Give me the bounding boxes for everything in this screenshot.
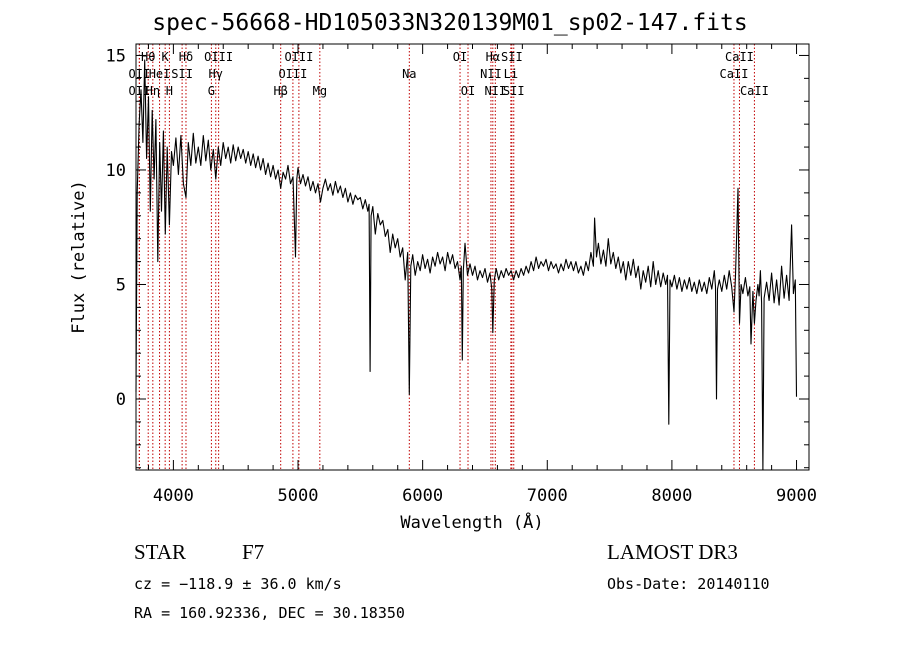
- line-marker-label: Hη: [146, 84, 160, 98]
- line-marker-label: NII: [484, 84, 506, 98]
- line-marker-label: OIII: [278, 67, 307, 81]
- x-tick-label: 5000: [278, 486, 319, 506]
- x-tick-label: 4000: [153, 486, 194, 506]
- line-marker-label: OII: [129, 67, 151, 81]
- line-marker-label: SII: [503, 84, 525, 98]
- y-tick-label: 15: [106, 46, 126, 66]
- line-marker-label: OIII: [204, 50, 233, 64]
- axis-ticks: [136, 44, 809, 470]
- line-marker-label: K: [162, 50, 170, 64]
- x-axis-label: Wavelength (Å): [400, 511, 543, 533]
- line-marker-label: Mg: [313, 84, 327, 98]
- line-marker-label: CaII: [720, 67, 749, 81]
- line-marker-label: OIII: [284, 50, 313, 64]
- line-marker-label: CaII: [740, 84, 769, 98]
- line-marker-label: Hδ: [179, 50, 193, 64]
- y-tick-label: 5: [116, 275, 126, 295]
- x-tick-label: 9000: [776, 486, 817, 506]
- line-marker-label: NII: [480, 67, 502, 81]
- line-marker-label: Hα: [486, 50, 500, 64]
- spectral-line-markers: [138, 44, 755, 470]
- line-marker-label: G: [208, 84, 215, 98]
- line-marker-label: Na: [402, 67, 416, 81]
- line-marker-label: SII: [171, 67, 193, 81]
- line-marker-label: CaII: [725, 50, 754, 64]
- line-marker-label: Hβ: [273, 84, 287, 98]
- spectral-subclass: F7: [242, 540, 265, 564]
- line-marker-label: SII: [501, 50, 523, 64]
- survey-name: LAMOST DR3: [607, 540, 738, 564]
- x-tick-label: 6000: [402, 486, 443, 506]
- y-tick-label: 10: [106, 161, 126, 181]
- line-marker-label: HeI: [149, 67, 171, 81]
- line-marker-label: Hγ: [209, 67, 223, 81]
- line-marker-label: Li: [504, 67, 518, 81]
- x-tick-label: 7000: [527, 486, 568, 506]
- redshift-velocity: cz = −118.9 ± 36.0 km/s: [134, 575, 342, 593]
- plot-frame: [135, 43, 810, 471]
- x-tick-label: 8000: [651, 486, 692, 506]
- y-axis-label: Flux (relative): [69, 180, 89, 334]
- coordinates: RA = 160.92336, DEC = 30.18350: [134, 604, 405, 622]
- line-marker-label: OI: [461, 84, 475, 98]
- spectral-class: STAR: [134, 540, 186, 564]
- line-marker-label: H: [166, 84, 173, 98]
- y-tick-label: 0: [116, 390, 126, 410]
- line-marker-label: OI: [453, 50, 467, 64]
- observation-date: Obs-Date: 20140110: [607, 575, 770, 593]
- axis-tick-labels: 4000 5000 6000 7000 8000 9000 0 5 10 15: [106, 46, 817, 506]
- chart-title: spec-56668-HD105033N320139M01_sp02-147.f…: [152, 10, 748, 36]
- line-marker-label: Hθ: [141, 50, 155, 64]
- spectrum-line: [135, 59, 798, 471]
